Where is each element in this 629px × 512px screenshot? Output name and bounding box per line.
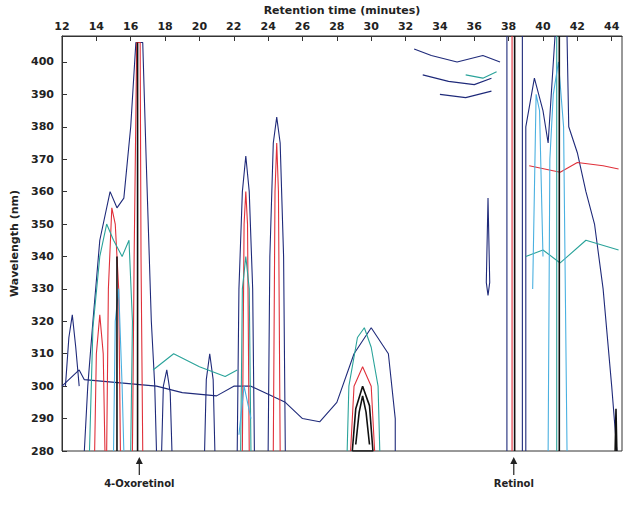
svg-text:42: 42 — [570, 20, 585, 33]
svg-text:390: 390 — [31, 88, 54, 101]
svg-text:Retinol: Retinol — [494, 478, 534, 489]
svg-text:20: 20 — [192, 20, 208, 33]
svg-text:330: 330 — [31, 282, 54, 295]
svg-text:38: 38 — [501, 20, 516, 33]
svg-text:26: 26 — [295, 20, 311, 33]
svg-text:340: 340 — [31, 250, 54, 263]
svg-text:300: 300 — [31, 380, 54, 393]
svg-text:30: 30 — [364, 20, 380, 33]
svg-text:310: 310 — [31, 347, 54, 360]
svg-text:320: 320 — [31, 315, 54, 328]
svg-text:350: 350 — [31, 218, 54, 231]
svg-text:360: 360 — [31, 185, 54, 198]
svg-text:16: 16 — [123, 20, 139, 33]
svg-text:32: 32 — [398, 20, 413, 33]
svg-text:18: 18 — [157, 20, 172, 33]
svg-text:34: 34 — [432, 20, 448, 33]
svg-text:4-Oxoretinol: 4-Oxoretinol — [104, 478, 174, 489]
svg-text:28: 28 — [329, 20, 344, 33]
svg-text:40: 40 — [535, 20, 551, 33]
svg-text:14: 14 — [89, 20, 105, 33]
svg-text:24: 24 — [260, 20, 276, 33]
svg-text:36: 36 — [467, 20, 483, 33]
svg-text:Retention time (minutes): Retention time (minutes) — [264, 4, 421, 17]
svg-text:380: 380 — [31, 120, 54, 133]
svg-text:280: 280 — [31, 445, 54, 458]
svg-text:22: 22 — [226, 20, 241, 33]
svg-text:290: 290 — [31, 412, 54, 425]
svg-text:370: 370 — [31, 153, 54, 166]
svg-text:12: 12 — [54, 20, 69, 33]
svg-text:400: 400 — [31, 55, 54, 68]
svg-text:Wavelength (nm): Wavelength (nm) — [8, 190, 21, 297]
svg-text:44: 44 — [604, 20, 620, 33]
